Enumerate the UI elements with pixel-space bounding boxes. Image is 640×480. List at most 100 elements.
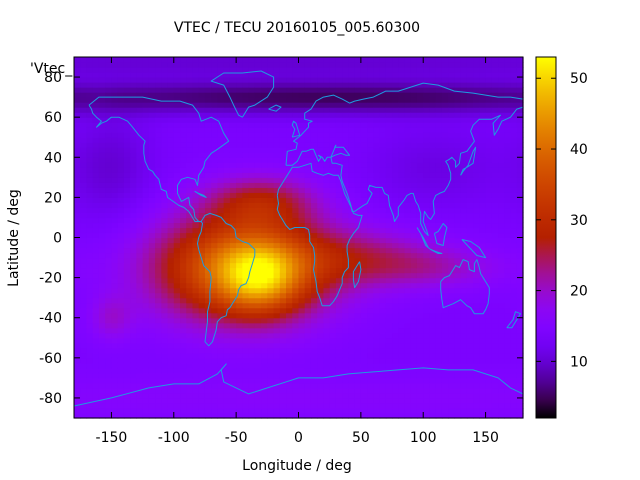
heatmap-cell	[323, 92, 331, 98]
heatmap-cell	[342, 137, 349, 143]
heatmap-cell	[323, 387, 331, 394]
heatmap-cell	[298, 197, 306, 203]
heatmap-cell	[360, 372, 368, 379]
heatmap-cell	[173, 292, 181, 299]
heatmap-cell	[123, 377, 131, 384]
heatmap-cell	[404, 62, 412, 68]
heatmap-cell	[485, 62, 493, 68]
heatmap-cell	[429, 322, 437, 329]
heatmap-cell	[105, 127, 113, 133]
heatmap-cell	[267, 367, 275, 374]
heatmap-cell	[416, 257, 424, 264]
heatmap-cell	[261, 387, 268, 394]
heatmap-cell	[198, 307, 206, 314]
heatmap-cell	[360, 337, 368, 344]
heatmap-cell	[261, 347, 268, 354]
heatmap-cell	[416, 297, 424, 304]
heatmap-cell	[136, 152, 144, 158]
heatmap-cell	[398, 347, 406, 354]
heatmap-cell	[460, 207, 468, 214]
heatmap-cell	[404, 262, 412, 269]
heatmap-cell	[242, 237, 250, 244]
heatmap-cell	[473, 112, 480, 118]
heatmap-cell	[229, 272, 237, 279]
heatmap-cell	[186, 362, 194, 369]
heatmap-cell	[155, 412, 162, 419]
heatmap-cell	[498, 352, 505, 359]
heatmap-cell	[398, 72, 406, 78]
heatmap-cell	[92, 207, 100, 214]
heatmap-cell	[416, 332, 424, 339]
heatmap-cell	[379, 82, 387, 88]
heatmap-cell	[248, 272, 256, 279]
heatmap-cell	[441, 412, 449, 419]
heatmap-cell	[248, 87, 256, 93]
heatmap-cell	[410, 217, 418, 224]
heatmap-cell	[460, 282, 468, 289]
heatmap-cell	[161, 332, 169, 339]
heatmap-cell	[217, 317, 225, 324]
heatmap-cell	[98, 267, 106, 274]
heatmap-cell	[180, 62, 187, 68]
heatmap-cell	[385, 327, 393, 334]
heatmap-cell	[98, 87, 106, 93]
heatmap-cell	[292, 167, 300, 173]
heatmap-cell	[130, 92, 137, 98]
heatmap-cell	[354, 307, 362, 314]
heatmap-cell	[304, 257, 312, 264]
heatmap-cell	[373, 392, 381, 399]
heatmap-cell	[142, 292, 150, 299]
heatmap-cell	[117, 172, 125, 178]
heatmap-cell	[142, 102, 150, 108]
heatmap-cell	[429, 122, 437, 128]
heatmap-cell	[473, 307, 480, 314]
heatmap-cell	[80, 87, 88, 93]
heatmap-cell	[236, 192, 243, 198]
heatmap-cell	[223, 217, 231, 224]
heatmap-cell	[491, 392, 499, 399]
heatmap-cell	[360, 247, 368, 254]
heatmap-cell	[142, 357, 150, 364]
heatmap-cell	[298, 307, 306, 314]
heatmap-cell	[498, 292, 505, 299]
heatmap-cell	[323, 377, 331, 384]
heatmap-cell	[105, 387, 113, 394]
heatmap-cell	[161, 337, 169, 344]
heatmap-cell	[317, 127, 325, 133]
heatmap-cell	[286, 82, 293, 88]
heatmap-cell	[466, 327, 474, 334]
heatmap-cell	[435, 197, 443, 203]
heatmap-cell	[404, 362, 412, 369]
heatmap-cell	[479, 252, 487, 259]
heatmap-cell	[105, 347, 113, 354]
heatmap-cell	[74, 357, 81, 364]
heatmap-cell	[98, 337, 106, 344]
heatmap-cell	[267, 182, 275, 188]
heatmap-cell	[204, 172, 212, 178]
heatmap-cell	[204, 117, 212, 123]
heatmap-cell	[248, 327, 256, 334]
heatmap-cell	[279, 297, 287, 304]
heatmap-cell	[161, 392, 169, 399]
heatmap-cell	[304, 397, 312, 404]
heatmap-cell	[148, 262, 156, 269]
heatmap-cell	[254, 182, 262, 188]
heatmap-cell	[367, 57, 374, 63]
heatmap-cell	[460, 202, 468, 209]
heatmap-cell	[242, 177, 250, 183]
heatmap-cell	[242, 87, 250, 93]
heatmap-cell	[398, 67, 406, 73]
heatmap-cell	[254, 307, 262, 314]
heatmap-cell	[123, 212, 131, 219]
heatmap-cell	[429, 412, 437, 419]
heatmap-cell	[98, 57, 106, 63]
heatmap-cell	[398, 222, 406, 229]
heatmap-cell	[136, 322, 144, 329]
heatmap-cell	[267, 387, 275, 394]
heatmap-cell	[342, 87, 349, 93]
heatmap-cell	[161, 87, 169, 93]
heatmap-cell	[161, 147, 169, 153]
heatmap-cell	[317, 97, 325, 103]
heatmap-cell	[286, 102, 293, 108]
heatmap-cell	[416, 132, 424, 138]
